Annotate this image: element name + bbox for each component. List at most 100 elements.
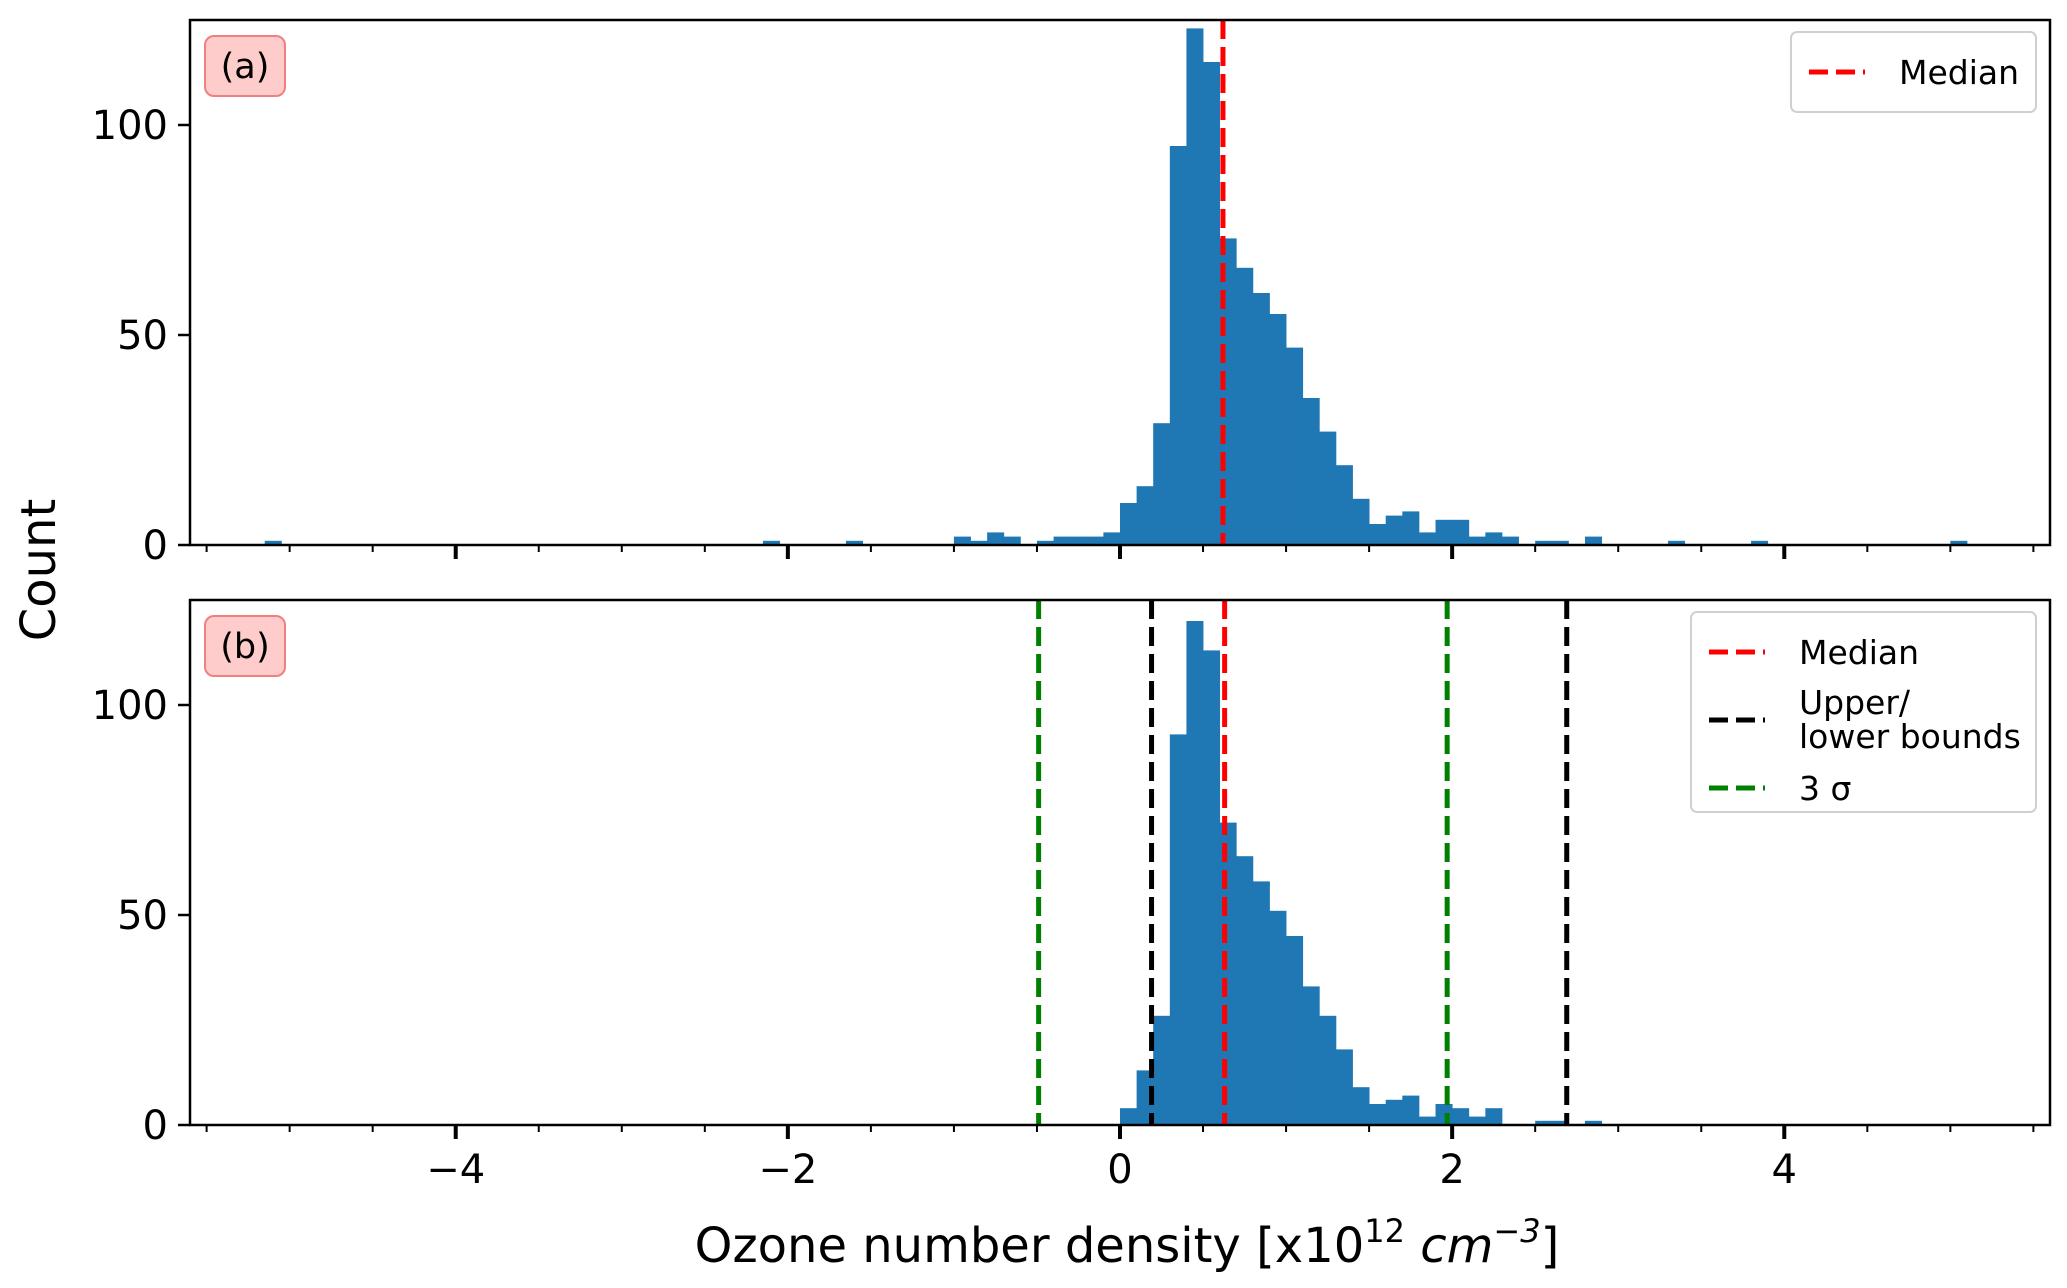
- x-axis-label-unit-exponent: −3: [1493, 1212, 1540, 1250]
- histogram-bar-b-4: [1186, 621, 1204, 1125]
- histogram-bar-b-3: [1169, 734, 1187, 1125]
- x-tick-label-2: 0: [1107, 1147, 1132, 1193]
- x-tick-label-3: 2: [1439, 1147, 1464, 1193]
- histogram-bar-b-21: [1468, 1116, 1486, 1125]
- histogram-bar-b-14: [1352, 1087, 1370, 1125]
- histogram-bar-a-23: [1302, 398, 1320, 545]
- histogram-bar-a-11: [1103, 532, 1121, 545]
- histogram-bar-a-21: [1269, 314, 1287, 545]
- x-axis-label-exponent: 12: [1364, 1212, 1405, 1250]
- histogram-bar-a-34: [1485, 532, 1503, 545]
- histogram-bar-a-8: [1053, 536, 1071, 545]
- panel-tag-a: (a): [204, 35, 286, 97]
- histogram-bar-a-3: [953, 536, 971, 545]
- panel-tag-b: (b): [204, 615, 286, 677]
- histogram-bar-b-11: [1302, 986, 1320, 1125]
- panel-tag-label-a: (a): [221, 47, 270, 87]
- histogram-bar-a-33: [1468, 536, 1486, 545]
- legend-a: Median: [1790, 31, 2037, 113]
- histogram-bar-a-14: [1153, 423, 1171, 545]
- histogram-bar-b-20: [1452, 1108, 1470, 1125]
- histogram-bar-b-6: [1219, 822, 1237, 1125]
- histogram-bar-a-41: [1950, 540, 1968, 545]
- histogram-bar-b-8: [1252, 881, 1270, 1125]
- histogram-bar-a-5: [987, 532, 1005, 545]
- histogram-bar-a-13: [1136, 486, 1154, 545]
- panel-tag-box-b: [204, 615, 286, 677]
- histogram-bar-a-26: [1352, 498, 1370, 545]
- histogram-bar-a-39: [1668, 540, 1686, 545]
- histogram-bar-b-22: [1485, 1108, 1503, 1125]
- histogram-bar-b-19: [1435, 1104, 1453, 1125]
- histogram-bar-b-17: [1402, 1095, 1420, 1125]
- histogram-bar-a-19: [1236, 267, 1254, 545]
- panel-tag-label-b: (b): [220, 627, 270, 667]
- histogram-bar-a-32: [1452, 519, 1470, 545]
- histogram-bar-a-35: [1501, 536, 1519, 545]
- legend-label-b-2: 3 σ: [1799, 769, 1851, 808]
- legend-b: Median Upper/lower bounds 3 σ: [1690, 611, 2037, 813]
- legend-label-a-0: Median: [1899, 53, 2019, 92]
- histogram-bar-a-31: [1435, 519, 1453, 545]
- x-axis-label: Ozone number density [x1012 cm−3]: [695, 1212, 1560, 1274]
- histogram-bar-a-1: [762, 540, 780, 545]
- histogram-bar-a-20: [1252, 293, 1270, 545]
- histogram-bar-a-40: [1751, 540, 1769, 545]
- histogram-bar-a-18: [1219, 238, 1237, 545]
- histogram-bar-a-16: [1186, 28, 1204, 545]
- x-axis-label-main: Ozone number density [x10: [695, 1218, 1365, 1274]
- legend-label-b-1: Upper/: [1799, 683, 1911, 722]
- histogram-bar-b-10: [1286, 936, 1304, 1125]
- histogram-bar-b-24: [1551, 1120, 1569, 1125]
- histogram-bar-b-23: [1535, 1120, 1553, 1125]
- y-tick-label-a-1: 50: [117, 313, 168, 359]
- y-tick-label-b-2: 100: [92, 683, 168, 729]
- histogram-bar-b-13: [1335, 1049, 1353, 1125]
- histogram-bar-a-22: [1286, 347, 1304, 545]
- histogram-bar-b-2: [1153, 1015, 1171, 1125]
- x-tick-label-1: −2: [758, 1147, 817, 1193]
- histogram-bar-a-6: [1003, 536, 1021, 545]
- histogram-bar-a-15: [1169, 146, 1187, 545]
- y-tick-label-a-2: 100: [92, 103, 168, 149]
- histogram-bar-a-4: [970, 540, 988, 545]
- histogram-bar-b-1: [1136, 1070, 1154, 1125]
- histogram-bar-a-17: [1203, 62, 1221, 545]
- histogram-bar-b-12: [1319, 1015, 1337, 1125]
- histogram-bar-b-18: [1418, 1116, 1436, 1125]
- legend-label-b-0: Median: [1799, 633, 1919, 672]
- histogram-bar-b-5: [1203, 650, 1221, 1125]
- legend-box-a: [1790, 31, 2037, 113]
- histogram-bar-b-16: [1385, 1099, 1403, 1125]
- x-axis-label-unit: cm: [1405, 1218, 1493, 1274]
- histogram-bar-a-7: [1036, 540, 1054, 545]
- histogram-bar-a-2: [845, 540, 863, 545]
- histogram-bar-b-0: [1120, 1108, 1138, 1125]
- y-axis-label: Count: [11, 499, 67, 642]
- histogram-bar-a-36: [1535, 540, 1553, 545]
- histogram-bar-a-30: [1418, 532, 1436, 545]
- histogram-bar-a-28: [1385, 515, 1403, 545]
- legend-box-b: [1690, 611, 2037, 813]
- histogram-bar-a-29: [1402, 511, 1420, 545]
- x-tick-label-4: 4: [1772, 1147, 1797, 1193]
- histogram-bar-b-7: [1236, 856, 1254, 1125]
- histogram-bar-a-37: [1551, 540, 1569, 545]
- histogram-bar-a-24: [1319, 431, 1337, 545]
- legend-label-b-1-line2: lower bounds: [1799, 717, 2021, 756]
- y-tick-label-a-0: 0: [143, 523, 168, 569]
- histogram-bar-a-38: [1585, 536, 1603, 545]
- y-tick-label-b-0: 0: [143, 1103, 168, 1149]
- y-tick-label-b-1: 50: [117, 893, 168, 939]
- histogram-bar-b-9: [1269, 910, 1287, 1125]
- histogram-bar-a-9: [1070, 536, 1088, 545]
- panel-b: 0 50 100 −4 −2 0 2 4 (b) Median Upper/lower bounds…: [92, 598, 2052, 1193]
- histogram-bar-b-25: [1585, 1120, 1603, 1125]
- x-axis-label-close: ]: [1541, 1218, 1560, 1274]
- histogram-bar-a-27: [1369, 524, 1387, 545]
- panel-tag-box-a: [204, 35, 286, 97]
- histogram-bar-a-25: [1335, 465, 1353, 545]
- histogram-bar-a-12: [1120, 503, 1138, 545]
- histogram-bar-a-10: [1086, 536, 1104, 545]
